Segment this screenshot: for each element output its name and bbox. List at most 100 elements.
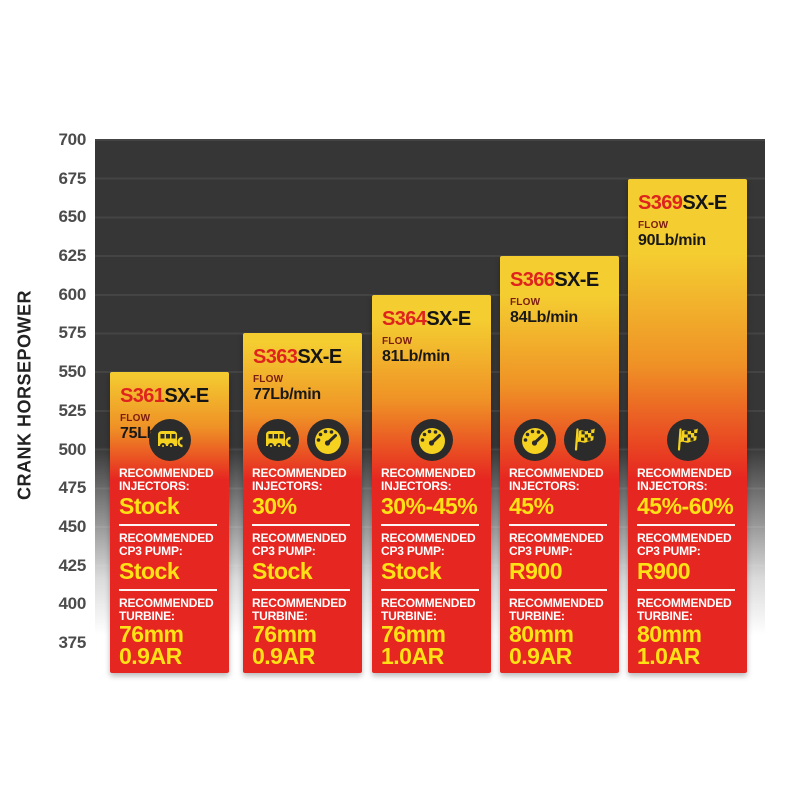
usage-icons <box>628 417 747 463</box>
model-number: S364 <box>382 308 427 330</box>
cp3-pump-value: R900 <box>637 558 690 584</box>
y-tick: 425 <box>58 556 87 575</box>
divider <box>637 589 735 591</box>
cp3-pump-value: Stock <box>252 558 313 584</box>
injectors-label: RECOMMENDED INJECTORS: <box>252 466 347 493</box>
model-series: SX-E <box>164 385 209 407</box>
model-number: S366 <box>510 269 555 291</box>
injectors-label: RECOMMENDED INJECTORS: <box>509 466 604 493</box>
turbine-label: RECOMMENDED TURBINE: <box>381 596 476 623</box>
flow-label: FLOW <box>120 413 151 424</box>
bar-s366sx-e: S366SX-E FLOW 84Lb/min RECOMMENDED INJEC… <box>500 256 619 673</box>
bar-header: S366SX-E FLOW 84Lb/min <box>500 256 619 327</box>
model-number: S363 <box>253 346 298 368</box>
camper-icon <box>148 419 191 461</box>
flag-icon <box>666 419 709 461</box>
turbine-ar: 0.9AR <box>509 643 572 669</box>
usage-icons <box>372 417 491 463</box>
turbine-size: 76mm <box>252 621 317 647</box>
cp3-pump-value: Stock <box>119 558 180 584</box>
cp3-pump-label: RECOMMENDED CP3 PUMP: <box>509 531 604 558</box>
turbine-label: RECOMMENDED TURBINE: <box>252 596 347 623</box>
flow-label: FLOW <box>510 297 541 308</box>
y-tick: 600 <box>58 285 87 304</box>
model-name: S364SX-E <box>382 308 485 331</box>
model-series: SX-E <box>426 308 471 330</box>
flow-value: 77Lb/min <box>253 386 321 403</box>
injectors-value: 30%-45% <box>381 493 478 519</box>
turbine-label: RECOMMENDED TURBINE: <box>637 596 732 623</box>
model-name: S369SX-E <box>638 192 741 215</box>
y-tick: 675 <box>58 169 87 188</box>
turbine-value: 80mm 1.0AR <box>628 621 747 669</box>
flow-value: 90Lb/min <box>638 232 706 249</box>
y-tick: 525 <box>58 401 87 420</box>
model-series: SX-E <box>297 346 342 368</box>
bar-specs: RECOMMENDED INJECTORS: 30%-45% RECOMMEND… <box>372 417 491 669</box>
injectors-value: 30% <box>252 493 297 519</box>
turbine-value: 76mm 0.9AR <box>243 621 362 669</box>
divider <box>119 589 217 591</box>
flow-label: FLOW <box>638 220 669 231</box>
model-number: S361 <box>120 385 165 407</box>
bar-header: S361SX-E FLOW 75Lb/min <box>110 372 229 443</box>
injectors-value: 45%-60% <box>637 493 734 519</box>
bar-s369sx-e: S369SX-E FLOW 90Lb/min RECOMMENDED INJEC… <box>628 179 747 673</box>
y-tick: 625 <box>58 246 87 265</box>
divider <box>252 524 350 526</box>
cp3-pump-label: RECOMMENDED CP3 PUMP: <box>252 531 347 558</box>
turbine-ar: 0.9AR <box>119 643 182 669</box>
y-tick: 500 <box>58 440 87 459</box>
bar-s364sx-e: S364SX-E FLOW 81Lb/min RECOMMENDED INJEC… <box>372 295 491 673</box>
y-tick: 450 <box>58 517 87 536</box>
divider <box>119 524 217 526</box>
turbine-size: 80mm <box>637 621 702 647</box>
bar-s361sx-e: S361SX-E FLOW 75Lb/min RECOMMENDED INJEC… <box>110 372 229 673</box>
turbine-size: 76mm <box>119 621 184 647</box>
divider <box>381 524 479 526</box>
injectors-label: RECOMMENDED INJECTORS: <box>119 466 214 493</box>
turbine-ar: 1.0AR <box>381 643 444 669</box>
bar-specs: RECOMMENDED INJECTORS: 45% RECOMMENDED C… <box>500 417 619 669</box>
turbine-value: 76mm 0.9AR <box>110 621 229 669</box>
flag-icon <box>563 419 606 461</box>
turbine-value: 80mm 0.9AR <box>500 622 619 669</box>
y-tick: 550 <box>58 362 87 381</box>
gauge-icon <box>410 419 453 461</box>
divider <box>381 589 479 591</box>
flow-label: FLOW <box>382 336 413 347</box>
y-tick: 400 <box>58 594 87 613</box>
turbine-size: 76mm <box>381 621 446 647</box>
injectors-label: RECOMMENDED INJECTORS: <box>637 466 732 493</box>
flow-label: FLOW <box>253 374 284 385</box>
divider <box>252 589 350 591</box>
gauge-icon <box>306 419 349 461</box>
y-tick: 575 <box>58 323 87 342</box>
cp3-pump-value: Stock <box>381 558 442 584</box>
y-tick: 700 <box>58 130 87 149</box>
cp3-pump-label: RECOMMENDED CP3 PUMP: <box>381 531 476 558</box>
cp3-pump-label: RECOMMENDED CP3 PUMP: <box>119 531 214 558</box>
turbine-ar: 1.0AR <box>637 643 700 669</box>
model-series: SX-E <box>682 192 727 214</box>
model-name: S363SX-E <box>253 346 356 369</box>
injectors-label: RECOMMENDED INJECTORS: <box>381 466 476 493</box>
bar-header: S369SX-E FLOW 90Lb/min <box>628 179 747 250</box>
turbine-label: RECOMMENDED TURBINE: <box>119 596 214 623</box>
gauge-icon <box>513 419 556 461</box>
model-name: S361SX-E <box>120 385 223 408</box>
turbine-value: 76mm 1.0AR <box>372 621 491 669</box>
turbine-label: RECOMMENDED TURBINE: <box>509 596 604 623</box>
bar-header: S364SX-E FLOW 81Lb/min <box>372 295 491 366</box>
divider <box>509 589 607 591</box>
camper-icon <box>256 419 299 461</box>
model-number: S369 <box>638 192 683 214</box>
injectors-value: Stock <box>119 493 180 519</box>
y-tick: 650 <box>58 207 87 226</box>
usage-icons <box>243 417 362 463</box>
turbine-ar: 0.9AR <box>252 643 315 669</box>
cp3-pump-value: R900 <box>509 558 562 584</box>
model-series: SX-E <box>554 269 599 291</box>
y-tick: 375 <box>58 633 87 652</box>
